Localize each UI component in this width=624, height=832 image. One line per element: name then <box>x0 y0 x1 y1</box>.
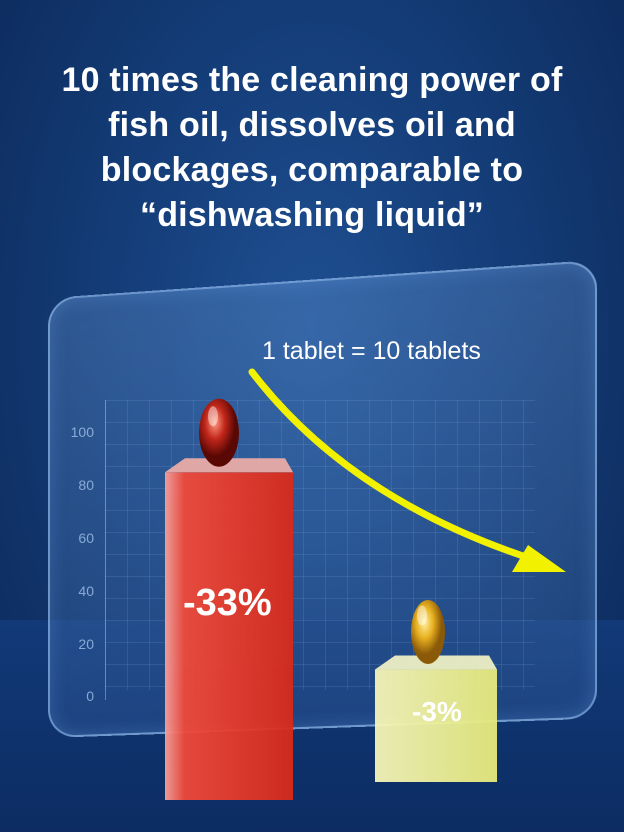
bar-label-red: -33% <box>183 582 272 625</box>
fish-oil-capsule-icon <box>199 399 239 467</box>
bar-front <box>165 472 293 800</box>
chart-marks <box>0 0 624 832</box>
bar-label-yellow: -3% <box>412 696 462 728</box>
capsule-highlight <box>417 606 427 626</box>
trend-arrow-head <box>512 545 566 572</box>
softgel-capsule-icon <box>411 600 445 664</box>
trend-arrow <box>252 372 535 560</box>
capsule-highlight <box>208 406 218 426</box>
